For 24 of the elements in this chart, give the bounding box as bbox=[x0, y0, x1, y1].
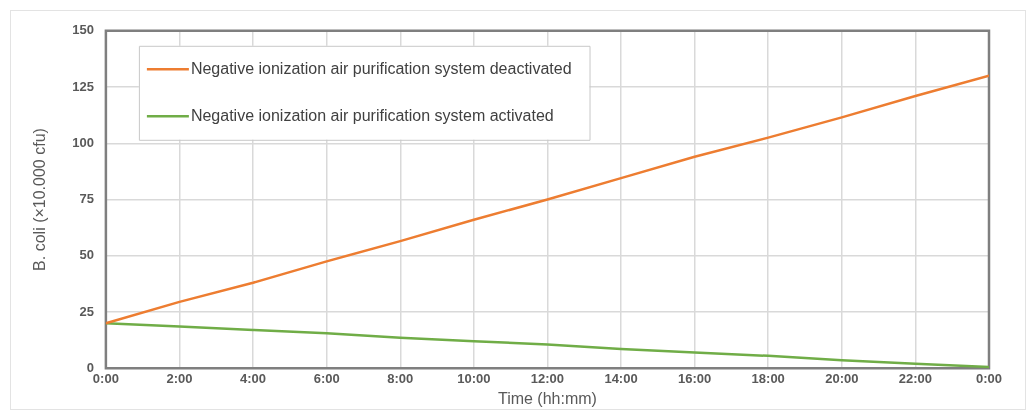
x-axis-title: Time (hh:mm) bbox=[497, 389, 597, 407]
x-tick-label: 10:00 bbox=[457, 370, 491, 386]
y-tick-label: 150 bbox=[72, 22, 94, 38]
y-axis-title: B. coli (×10.000 cfu) bbox=[31, 128, 49, 271]
legend-label: Negative ionization air purification system activated bbox=[190, 106, 554, 124]
x-tick-label: 20:00 bbox=[825, 370, 859, 386]
x-tick-label: 2:00 bbox=[166, 370, 193, 386]
x-tick-label: 12:00 bbox=[530, 370, 565, 386]
x-tick-label: 0:00 bbox=[92, 370, 119, 386]
x-tick-label: 16:00 bbox=[678, 370, 712, 386]
x-tick-label: 22:00 bbox=[898, 370, 933, 386]
x-tick-label: 18:00 bbox=[751, 370, 785, 386]
x-tick-label: 14:00 bbox=[604, 370, 638, 386]
y-tick-label: 50 bbox=[79, 247, 94, 263]
x-tick-label: 6:00 bbox=[313, 370, 340, 386]
y-tick-label: 75 bbox=[79, 191, 94, 207]
x-tick-label: 4:00 bbox=[240, 370, 267, 386]
x-tick-label: 0:00 bbox=[975, 370, 1003, 386]
y-tick-label: 0 bbox=[86, 359, 94, 375]
legend-label: Negative ionization air purification system deactivated bbox=[190, 59, 572, 77]
y-tick-label: 125 bbox=[72, 78, 94, 94]
x-tick-label: 8:00 bbox=[387, 370, 414, 386]
y-tick-label: 100 bbox=[72, 134, 94, 150]
y-tick-label: 25 bbox=[79, 303, 94, 319]
